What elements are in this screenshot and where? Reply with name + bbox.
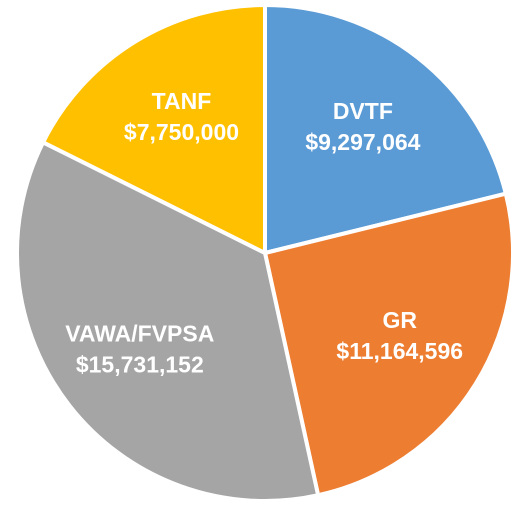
slice-label: TANF (152, 88, 212, 114)
slice-label: VAWA/FVPSA (65, 321, 214, 347)
slice-value-label: $7,750,000 (124, 119, 239, 145)
slice-value-label: $11,164,596 (336, 338, 463, 364)
slice-value-label: $9,297,064 (305, 129, 420, 155)
pie-slice (263, 2, 509, 256)
pie-slice (15, 139, 321, 503)
slice-label: DVTF (333, 98, 393, 124)
slice-value-label: $15,731,152 (76, 352, 204, 378)
slice-label: GR (383, 307, 418, 333)
pie-slice (262, 191, 515, 498)
pie-slice (40, 2, 267, 257)
